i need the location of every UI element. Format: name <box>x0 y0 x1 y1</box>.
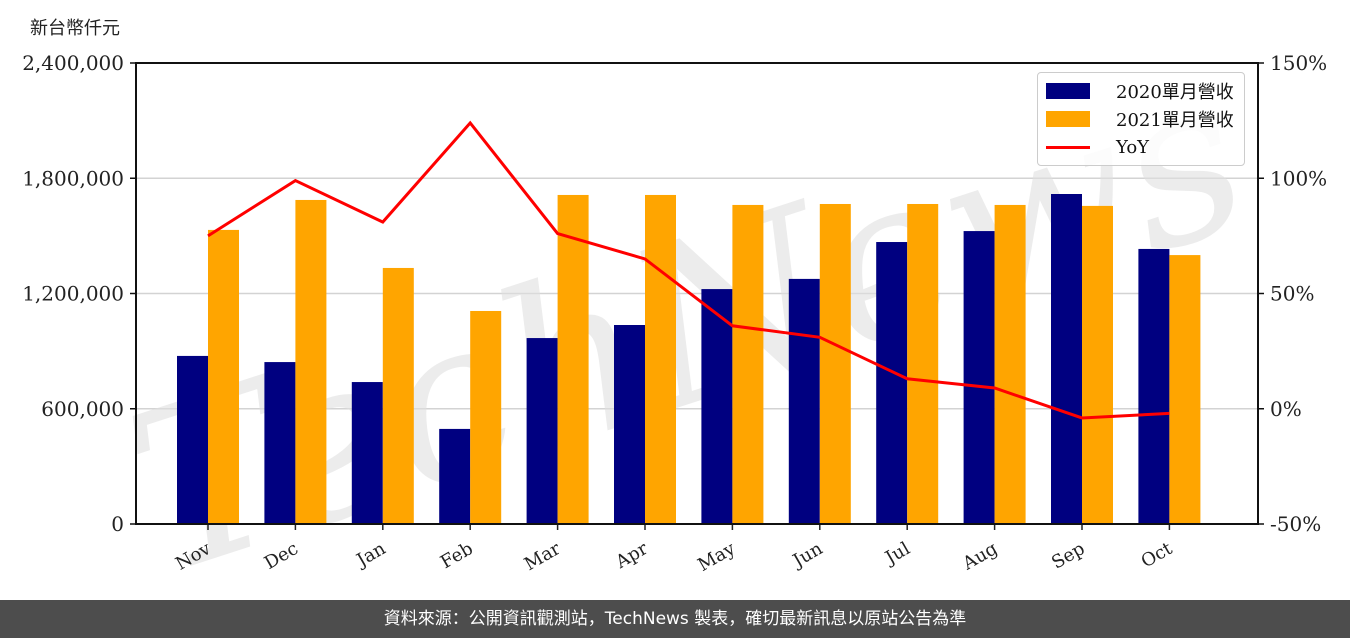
bar-2020 <box>876 242 908 524</box>
x-tick-label: Mar <box>521 538 565 575</box>
x-tick-label: May <box>694 538 739 576</box>
legend-item-yoy: YoY <box>1046 135 1149 159</box>
x-tick-label: Sep <box>1048 538 1088 573</box>
source-footer: 資料來源：公開資訊觀測站，TechNews 製表，確切最新訊息以原站公告為準 <box>0 600 1350 638</box>
y2-tick-label: 100% <box>1270 166 1327 190</box>
legend-swatch-2020 <box>1046 83 1090 99</box>
bar-2021 <box>819 203 851 524</box>
bar-2021 <box>907 203 939 524</box>
bar-2020 <box>439 428 471 524</box>
bar-2020 <box>351 382 383 524</box>
x-tick-label: Aug <box>958 538 1001 575</box>
y-tick-label: 1,800,000 <box>22 166 124 190</box>
legend-item-2020: 2020單月營收 <box>1046 79 1234 103</box>
bar-2021 <box>732 204 764 524</box>
bar-2020 <box>788 278 820 524</box>
y2-tick-label: 0% <box>1270 397 1302 421</box>
y-tick-label: 2,400,000 <box>22 51 124 75</box>
bar-2020 <box>614 325 645 524</box>
y2-tick-label: -50% <box>1270 512 1321 536</box>
x-tick-label: Jun <box>788 538 827 573</box>
legend-swatch-2021 <box>1046 111 1090 127</box>
x-tick-label: Jul <box>880 538 914 570</box>
y-tick-label: 1,200,000 <box>22 282 124 306</box>
legend-label-2020: 2020單月營收 <box>1116 82 1234 103</box>
y-axis-unit-label: 新台幣仟元 <box>30 18 120 39</box>
bar-2021 <box>208 229 239 524</box>
bar-2021 <box>382 267 414 524</box>
bar-2021 <box>295 199 327 524</box>
legend-label-yoy: YoY <box>1116 136 1150 158</box>
bar-2021 <box>645 194 676 524</box>
y-tick-label: 600,000 <box>41 397 124 421</box>
y2-tick-label: 50% <box>1270 282 1314 306</box>
x-tick-label: Feb <box>437 538 477 573</box>
bar-2020 <box>701 289 733 524</box>
chart-legend: 2020單月營收 2021單月營收 YoY <box>1037 72 1245 166</box>
y2-tick-label: 150% <box>1270 51 1327 75</box>
x-tick-label: Apr <box>611 538 651 573</box>
legend-label-2021: 2021單月營收 <box>1116 110 1234 131</box>
yoy-line <box>207 120 1170 420</box>
bar-2020 <box>264 362 296 524</box>
bar-2021 <box>994 204 1026 524</box>
legend-line-yoy <box>1046 145 1090 149</box>
bar-2020 <box>1138 248 1170 525</box>
bar-2021 <box>557 194 589 524</box>
bar-2020 <box>1051 194 1082 524</box>
bar-2020 <box>963 231 995 524</box>
x-tick-label: Oct <box>1138 538 1177 573</box>
bar-2021 <box>1082 205 1113 524</box>
bar-2021 <box>470 310 502 524</box>
bar-2020 <box>526 338 558 524</box>
legend-item-2021: 2021單月營收 <box>1046 107 1234 131</box>
bar-2020 <box>177 355 208 524</box>
y-tick-label: 0 <box>111 512 124 536</box>
bar-2021 <box>1169 255 1201 525</box>
